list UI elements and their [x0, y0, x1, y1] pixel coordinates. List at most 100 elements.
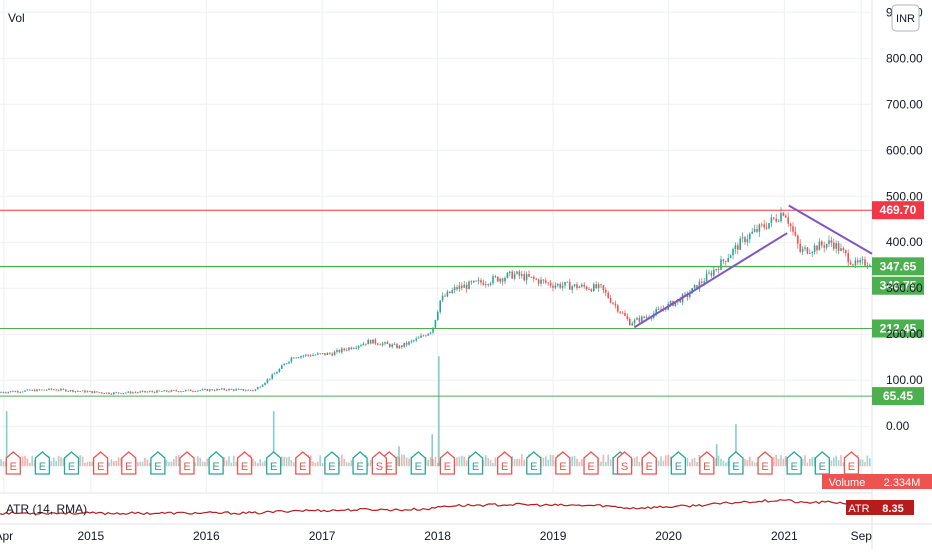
- trend-line[interactable]: [633, 232, 788, 329]
- earnings-marker[interactable]: E: [295, 451, 311, 475]
- earnings-label: E: [646, 461, 653, 473]
- candle-body: [206, 389, 209, 391]
- earnings-marker[interactable]: E: [179, 451, 195, 475]
- earnings-marker[interactable]: E: [410, 451, 426, 475]
- earnings-badge: [179, 451, 195, 475]
- trend-lines[interactable]: [633, 204, 873, 329]
- candle-body: [7, 391, 9, 393]
- volume-bar: [602, 454, 605, 467]
- level-badge[interactable]: [872, 387, 924, 406]
- candle-body: [31, 389, 33, 391]
- earnings-marker[interactable]: E: [121, 451, 137, 475]
- earnings-marker[interactable]: E: [641, 451, 657, 475]
- candle-body: [645, 317, 648, 319]
- earnings-marker[interactable]: E: [63, 451, 80, 475]
- volume-bar: [552, 455, 554, 467]
- level-badge[interactable]: [872, 319, 924, 338]
- currency-badge[interactable]: INR: [891, 4, 920, 32]
- earnings-marker[interactable]: E: [699, 451, 715, 475]
- volume-bar: [201, 461, 204, 467]
- level-badge[interactable]: [872, 201, 924, 220]
- earnings-marker[interactable]: E: [266, 451, 282, 475]
- earnings-badge: [266, 451, 282, 475]
- volume-bar: [144, 457, 146, 467]
- earnings-marker[interactable]: E: [352, 451, 368, 475]
- earnings-marker[interactable]: E: [150, 451, 166, 475]
- candle-body: [24, 390, 26, 392]
- volume-bar: [254, 461, 257, 467]
- volume-bar: [57, 455, 60, 467]
- earnings-marker[interactable]: E: [583, 451, 599, 475]
- candle-body: [41, 389, 43, 391]
- candle-body: [209, 389, 211, 391]
- candle-body: [633, 319, 636, 324]
- volume-bar: [21, 456, 24, 467]
- candle-body: [857, 260, 859, 263]
- earnings-marker[interactable]: E: [5, 451, 21, 475]
- earnings-marker[interactable]: E: [728, 451, 744, 475]
- candle-body: [48, 388, 50, 390]
- candle-body: [230, 388, 233, 390]
- candle-body: [365, 343, 367, 345]
- split-marker[interactable]: S: [371, 451, 388, 475]
- earnings-marker[interactable]: E: [467, 451, 484, 475]
- earnings-marker[interactable]: E: [208, 451, 224, 475]
- earnings-marker[interactable]: E: [670, 451, 687, 475]
- atr-badge[interactable]: [846, 500, 872, 515]
- earnings-marker[interactable]: E: [526, 451, 542, 475]
- horizontal-levels[interactable]: 469.70 347.65 346.75 212.45 65.45: [0, 201, 924, 406]
- volume-bar: [669, 456, 672, 467]
- candle-body: [369, 339, 372, 344]
- legend-atr[interactable]: ATR (14, RMA): [6, 502, 87, 516]
- earnings-marker[interactable]: E: [555, 451, 571, 475]
- candle-body: [314, 354, 317, 356]
- level-badge[interactable]: [872, 257, 924, 276]
- split-marker[interactable]: S: [616, 451, 633, 475]
- earnings-label: E: [472, 461, 479, 473]
- candle-body: [60, 388, 62, 391]
- atr-pane: ATR 8.35: [0, 498, 914, 516]
- price-axis[interactable]: 900.00800.00700.00600.00500.00400.00300.…: [886, 5, 923, 433]
- candle-body: [629, 318, 631, 326]
- candle-body: [264, 382, 266, 385]
- earnings-marker[interactable]: E: [92, 451, 109, 475]
- earnings-marker[interactable]: E: [497, 451, 513, 475]
- earnings-marker[interactable]: E: [786, 451, 802, 475]
- candle-body: [533, 276, 535, 279]
- trend-line[interactable]: [788, 204, 873, 255]
- earnings-markers[interactable]: EEEEEEEEEEEEEEEEEEEEEEEEEEEEEESSVolume2.…: [5, 451, 932, 489]
- earnings-marker[interactable]: E: [814, 451, 830, 475]
- volume-bar: [833, 457, 835, 467]
- candle-body: [132, 392, 134, 394]
- legend-vol[interactable]: Vol: [8, 11, 25, 25]
- candle-body: [847, 253, 849, 263]
- level-badge[interactable]: [872, 276, 924, 295]
- earnings-marker[interactable]: E: [34, 451, 51, 475]
- candle-body: [434, 319, 437, 328]
- volume-badge[interactable]: [822, 474, 872, 489]
- candle-body: [137, 392, 139, 394]
- candle-body: [607, 292, 609, 299]
- atr-value-badge[interactable]: [872, 500, 914, 515]
- earnings-marker[interactable]: E: [324, 451, 340, 475]
- candle-body: [343, 348, 345, 350]
- candle-body: [449, 291, 451, 294]
- volume-bar: [343, 458, 345, 467]
- earnings-marker[interactable]: E: [757, 451, 773, 475]
- volume-bar: [434, 456, 437, 467]
- earnings-marker[interactable]: E: [439, 451, 456, 475]
- candle-body: [437, 311, 439, 320]
- volume-bar: [149, 462, 151, 467]
- volume-bar: [204, 461, 206, 467]
- candle-body: [415, 338, 417, 341]
- candle-body: [345, 349, 348, 351]
- candle-body: [197, 390, 199, 392]
- time-axis[interactable]: Apr 2015 2016 2017 2018 2019 2020 2021 Sep: [0, 529, 872, 543]
- earnings-marker[interactable]: E: [236, 451, 253, 475]
- candle-body: [588, 289, 590, 291]
- candle-body: [643, 316, 645, 318]
- candle-body: [360, 345, 362, 347]
- earnings-marker[interactable]: E: [843, 451, 860, 475]
- volume-value-badge[interactable]: [872, 474, 932, 489]
